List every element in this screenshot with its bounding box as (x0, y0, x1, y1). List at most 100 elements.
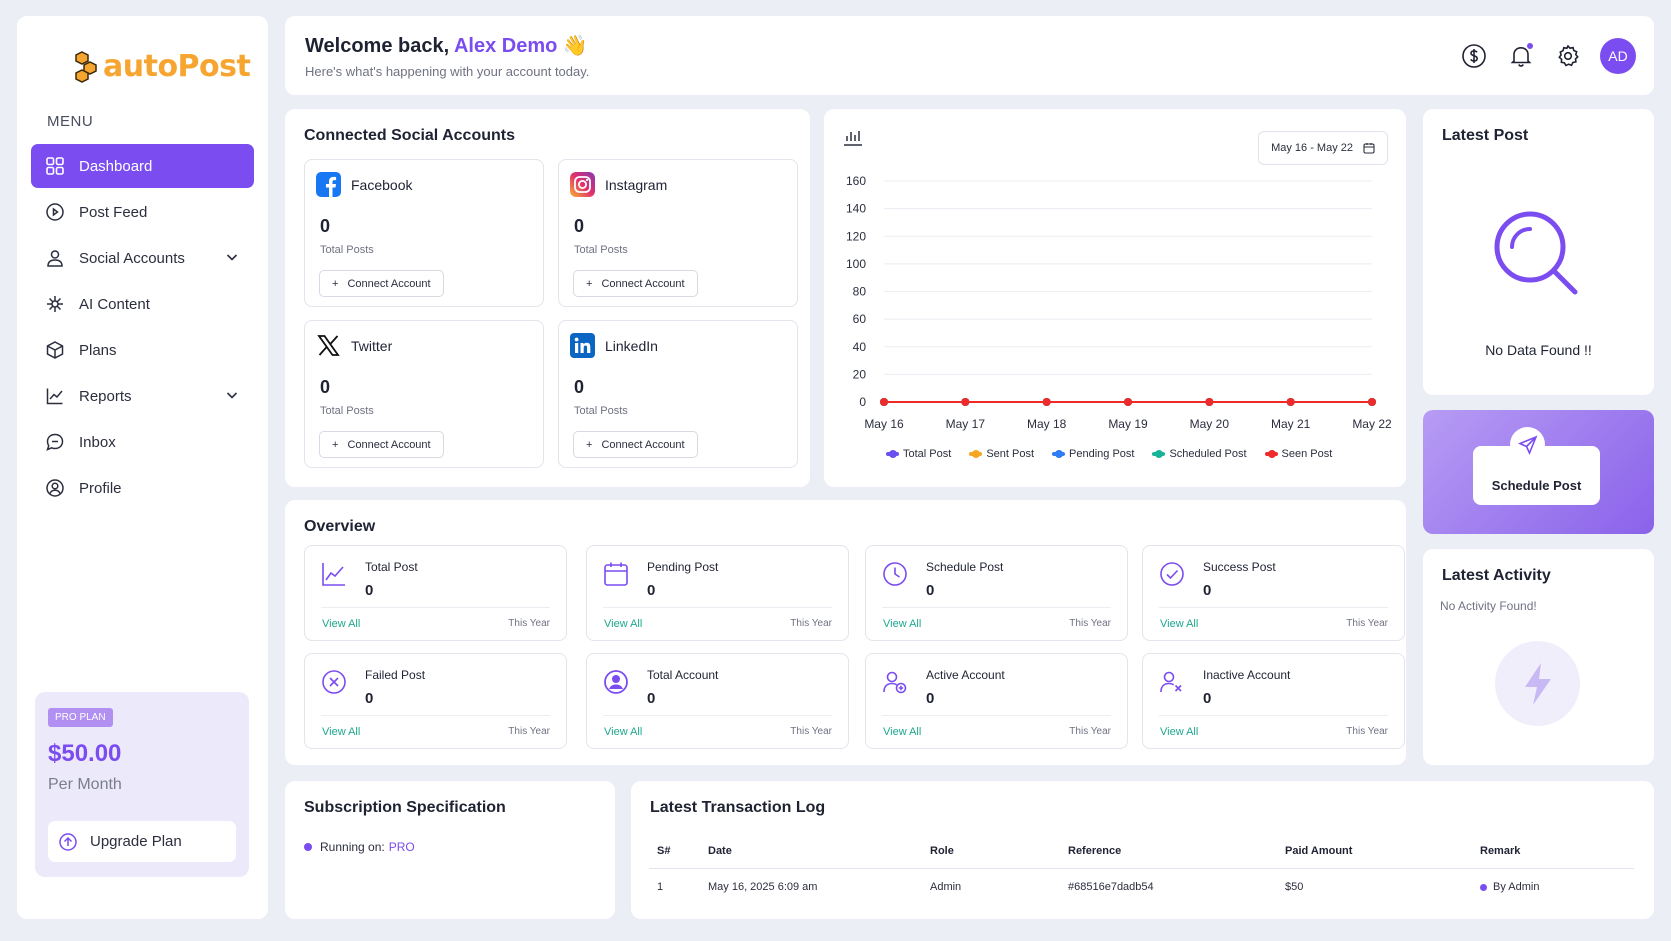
overview-card-period: This Year (1346, 726, 1388, 737)
brand-logo[interactable]: autoPost (73, 49, 251, 84)
view-all-link[interactable]: View All (883, 726, 922, 738)
user-add-icon (881, 668, 909, 696)
view-all-link[interactable]: View All (604, 618, 643, 630)
column-header: Paid Amount (1285, 844, 1353, 857)
plan-box: PRO PLAN $50.00 Per Month Upgrade Plan (35, 692, 249, 877)
chat-icon (46, 433, 64, 451)
plan-badge: PRO PLAN (48, 708, 113, 727)
view-all-link[interactable]: View All (1160, 618, 1199, 630)
sidebar-item-inbox[interactable]: Inbox (31, 420, 254, 464)
legend-item[interactable]: Scheduled Post (1152, 448, 1247, 460)
no-activity-message: No Activity Found! (1440, 599, 1537, 613)
sidebar-item-reports[interactable]: Reports (31, 374, 254, 418)
sidebar-item-ai-content[interactable]: AI Content (31, 282, 254, 326)
overview-card: Overview Total Post 0 View All This Year Pen… (285, 500, 1406, 765)
data-point (1124, 398, 1132, 406)
plus-icon: + (332, 438, 339, 451)
latest-activity-card: Latest Activity No Activity Found! (1423, 549, 1654, 765)
lightning-icon (1524, 662, 1551, 705)
overview-card-title: Inactive Account (1203, 668, 1291, 682)
divider (882, 607, 1111, 608)
y-tick-label: 160 (846, 174, 866, 188)
legend-item[interactable]: Pending Post (1052, 448, 1134, 460)
date-range-picker[interactable]: May 16 - May 22 (1258, 131, 1388, 165)
legend-label: Pending Post (1069, 448, 1135, 460)
legend-label: Seen Post (1281, 448, 1333, 460)
avatar[interactable]: AD (1600, 38, 1636, 74)
remark-text: By Admin (1493, 881, 1540, 893)
running-label: Running on: (320, 840, 385, 854)
x-tick-label: May 22 (1352, 417, 1392, 431)
overview-card-success-post: Success Post 0 View All This Year (1142, 545, 1405, 641)
overview-card-value: 0 (647, 582, 656, 599)
dollar-circle-icon (1462, 44, 1486, 68)
user-name: Alex Demo (453, 35, 558, 57)
connect-linkedin-button[interactable]: + Connect Account (573, 431, 698, 458)
schedule-post-card: Schedule Post (1423, 410, 1654, 534)
legend-item[interactable]: Total Post (886, 448, 951, 460)
notifications-button[interactable] (1506, 41, 1536, 71)
subscription-title: Subscription Specification (304, 799, 506, 816)
header: Welcome back, Alex Demo 👋 Here's what's … (285, 16, 1654, 95)
hexagon-logo-icon (75, 50, 97, 83)
divider (1159, 607, 1388, 608)
overview-card-period: This Year (1069, 726, 1111, 737)
legend-label: Total Post (903, 448, 952, 460)
y-tick-label: 40 (853, 340, 867, 354)
account-name: Facebook (351, 176, 413, 193)
bar-chart-icon (844, 131, 862, 146)
latest-activity-title: Latest Activity (1442, 567, 1551, 584)
overview-card-value: 0 (365, 582, 374, 599)
column-header: Date (708, 844, 732, 857)
account-count: 0 (320, 216, 331, 236)
view-all-link[interactable]: View All (883, 618, 922, 630)
bell-icon (1510, 46, 1532, 67)
overview-card-title: Schedule Post (926, 560, 1004, 574)
divider (1159, 715, 1388, 716)
upgrade-plan-label: Upgrade Plan (90, 833, 182, 850)
settings-button[interactable] (1553, 41, 1583, 71)
header-actions: AD (1459, 38, 1636, 74)
sidebar-item-post-feed[interactable]: Post Feed (31, 190, 254, 234)
sidebar-item-plans[interactable]: Plans (31, 328, 254, 372)
legend-item[interactable]: Sent Post (969, 448, 1034, 460)
overview-card-schedule-post: Schedule Post 0 View All This Year (865, 545, 1128, 641)
sidebar-item-dashboard[interactable]: Dashboard (31, 144, 254, 188)
plus-icon: + (332, 277, 339, 290)
overview-card-title: Total Post (365, 560, 418, 574)
divider (603, 607, 832, 608)
view-all-link[interactable]: View All (604, 726, 643, 738)
overview-card-inactive-account: Inactive Account 0 View All This Year (1142, 653, 1405, 749)
account-card-linkedin: LinkedIn 0 Total Posts + Connect Account (558, 320, 798, 468)
table-cell: Admin (930, 881, 962, 893)
connect-instagram-button[interactable]: + Connect Account (573, 270, 698, 297)
billing-button[interactable] (1459, 41, 1489, 71)
x-circle-icon (320, 668, 348, 696)
overview-card-title: Total Account (647, 668, 719, 682)
line-chart-icon (46, 388, 63, 405)
sidebar-item-profile[interactable]: Profile (31, 466, 254, 510)
connect-facebook-button[interactable]: + Connect Account (319, 270, 444, 297)
upgrade-plan-button[interactable]: Upgrade Plan (48, 821, 236, 862)
no-data-message: No Data Found !! (1485, 342, 1592, 358)
legend-swatch (1052, 449, 1066, 458)
legend-item[interactable]: Seen Post (1264, 448, 1333, 460)
view-all-link[interactable]: View All (322, 726, 361, 738)
overview-card-title: Success Post (1203, 560, 1276, 574)
sidebar-item-label: AI Content (79, 295, 150, 313)
legend-swatch (969, 449, 983, 458)
transaction-log-card: Latest Transaction Log S# Date Role Refe… (631, 781, 1654, 919)
table-row[interactable]: 1 May 16, 2025 6:09 am Admin #68516e7dad… (649, 869, 1634, 905)
account-head: Facebook (316, 172, 412, 197)
user-circle-icon (46, 479, 64, 497)
sidebar-item-social-accounts[interactable]: Social Accounts (31, 236, 254, 280)
view-all-link[interactable]: View All (1160, 726, 1199, 738)
schedule-post-button[interactable]: Schedule Post (1473, 446, 1600, 505)
sidebar-item-label: Inbox (79, 433, 116, 451)
status-dot (304, 843, 312, 851)
legend-swatch (1264, 449, 1278, 458)
view-all-link[interactable]: View All (322, 618, 361, 630)
sidebar-item-label: Reports (79, 387, 132, 405)
overview-card-total-account: Total Account 0 View All This Year (586, 653, 849, 749)
connect-twitter-button[interactable]: + Connect Account (319, 431, 444, 458)
